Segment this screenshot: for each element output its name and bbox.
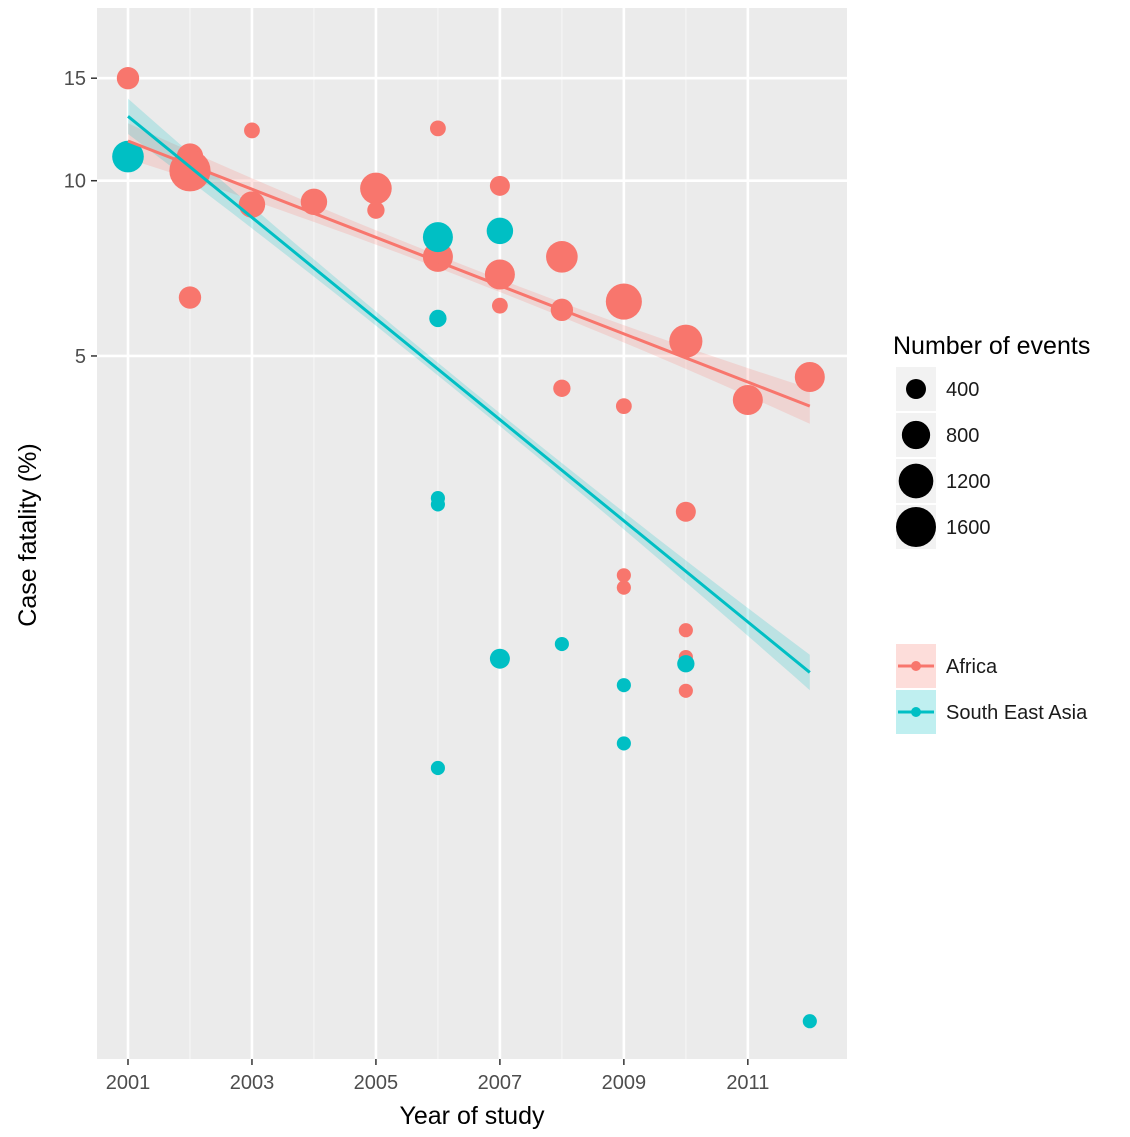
x-tick-label: 2003 bbox=[230, 1072, 275, 1094]
data-point bbox=[430, 497, 445, 512]
x-axis: 2001 2003 2005 2007 2009 2011 bbox=[106, 1059, 769, 1094]
data-point bbox=[616, 568, 631, 583]
data-point bbox=[794, 362, 825, 393]
y-tick-label: 5 bbox=[75, 346, 86, 368]
data-point bbox=[675, 501, 696, 522]
data-point bbox=[678, 623, 693, 638]
color-legend: Africa South East Asia bbox=[896, 644, 1088, 734]
color-legend-label: Africa bbox=[946, 656, 998, 678]
data-point bbox=[112, 140, 144, 173]
data-point bbox=[802, 1014, 817, 1029]
size-legend-title: Number of events bbox=[893, 332, 1090, 360]
size-legend-label: 400 bbox=[946, 379, 979, 401]
data-point bbox=[615, 398, 632, 415]
data-point bbox=[678, 683, 693, 698]
trend-line bbox=[127, 139, 811, 408]
size-legend: Number of events 400 800 1200 1600 bbox=[893, 332, 1090, 549]
size-legend-label: 800 bbox=[946, 425, 979, 447]
data-point bbox=[554, 636, 569, 652]
size-legend-label: 1600 bbox=[946, 517, 991, 539]
data-point bbox=[546, 241, 578, 273]
data-point bbox=[429, 309, 447, 328]
trend-line bbox=[127, 115, 811, 674]
data-point bbox=[616, 736, 631, 751]
data-point bbox=[430, 760, 445, 776]
data-point bbox=[732, 385, 763, 416]
data-point bbox=[300, 188, 328, 216]
size-legend-symbol bbox=[898, 463, 934, 499]
x-tick-label: 2007 bbox=[478, 1072, 523, 1094]
size-legend-label: 1200 bbox=[946, 471, 991, 493]
data-point bbox=[616, 580, 631, 595]
size-legend-symbol bbox=[906, 379, 926, 399]
size-legend-symbol bbox=[901, 420, 931, 450]
data-point bbox=[116, 67, 140, 90]
trend-lines bbox=[127, 115, 811, 674]
data-point bbox=[422, 222, 453, 253]
x-axis-title: Year of study bbox=[399, 1102, 545, 1130]
y-tick-label: 10 bbox=[64, 171, 86, 193]
data-point bbox=[367, 201, 385, 219]
y-axis: 5 10 15 bbox=[64, 68, 97, 368]
x-tick-label: 2005 bbox=[354, 1072, 399, 1094]
data-point bbox=[238, 191, 266, 218]
y-axis-title: Case fatality (%) bbox=[14, 443, 42, 626]
color-legend-symbol bbox=[911, 707, 921, 717]
data-point bbox=[360, 172, 392, 205]
x-tick-label: 2009 bbox=[602, 1072, 647, 1094]
color-legend-symbol bbox=[911, 661, 921, 671]
data-point bbox=[178, 286, 202, 309]
data-point bbox=[430, 120, 446, 137]
data-point bbox=[489, 648, 510, 669]
data-point bbox=[616, 678, 631, 693]
data-point bbox=[605, 283, 642, 320]
data-point bbox=[489, 175, 510, 196]
x-tick-label: 2001 bbox=[106, 1072, 151, 1094]
y-tick-label: 15 bbox=[64, 68, 86, 90]
data-point bbox=[669, 324, 703, 358]
panel-background bbox=[97, 8, 847, 1059]
data-point bbox=[677, 655, 695, 673]
data-point bbox=[491, 297, 508, 314]
data-point bbox=[486, 217, 514, 245]
data-point bbox=[553, 379, 571, 397]
size-legend-symbol bbox=[896, 507, 936, 547]
x-tick-label: 2011 bbox=[726, 1072, 769, 1094]
color-legend-label: South East Asia bbox=[946, 702, 1088, 724]
data-point bbox=[244, 122, 260, 139]
